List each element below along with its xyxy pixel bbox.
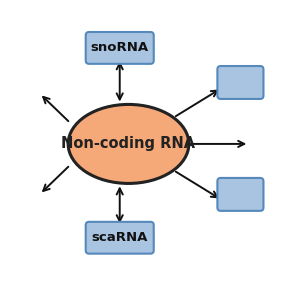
FancyBboxPatch shape	[86, 32, 154, 64]
FancyBboxPatch shape	[86, 222, 154, 254]
FancyBboxPatch shape	[217, 66, 263, 99]
Text: scaRNA: scaRNA	[91, 231, 148, 244]
Text: snoRNA: snoRNA	[91, 41, 149, 54]
Text: Non-coding RNA: Non-coding RNA	[62, 137, 196, 151]
FancyBboxPatch shape	[217, 178, 263, 211]
Ellipse shape	[68, 104, 189, 184]
